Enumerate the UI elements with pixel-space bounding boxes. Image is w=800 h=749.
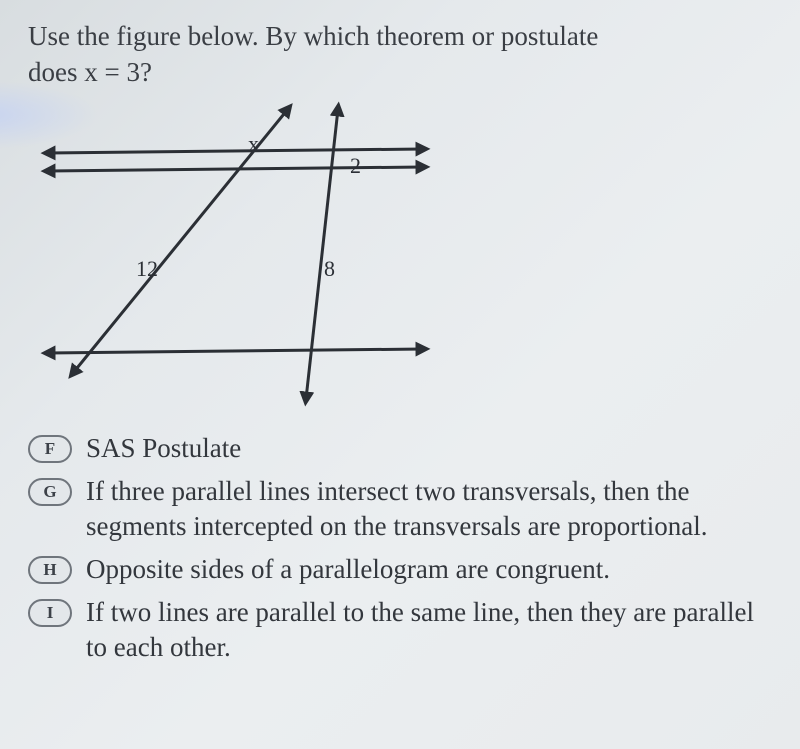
answer-text-F: SAS Postulate [86,431,241,466]
letter-H-text: H [43,560,56,580]
geometry-figure: x 2 12 8 [28,101,448,411]
figure-label-2: 2 [350,153,361,178]
letter-G-text: G [43,482,56,502]
question-line-2: does x = 3? [28,57,152,87]
answer-choice-G[interactable]: G If three parallel lines intersect two … [28,474,772,544]
answer-choice-F[interactable]: F SAS Postulate [28,431,772,466]
answer-letter-G: G [28,478,72,506]
answer-letter-H: H [28,556,72,584]
answer-letter-I: I [28,599,72,627]
figure-label-x: x [248,131,259,156]
answer-text-H: Opposite sides of a parallelogram are co… [86,552,610,587]
letter-F-text: F [45,439,55,459]
letter-I-text: I [47,603,54,623]
question-text: Use the figure below. By which theorem o… [28,18,772,91]
question-line-1: Use the figure below. By which theorem o… [28,21,598,51]
answer-choices: F SAS Postulate G If three parallel line… [28,431,772,666]
answer-choice-H[interactable]: H Opposite sides of a parallelogram are … [28,552,772,587]
figure-label-8: 8 [324,256,335,281]
answer-text-G: If three parallel lines intersect two tr… [86,474,772,544]
answer-text-I: If two lines are parallel to the same li… [86,595,772,665]
answer-choice-I[interactable]: I If two lines are parallel to the same … [28,595,772,665]
answer-letter-F: F [28,435,72,463]
figure-label-12: 12 [136,256,158,281]
